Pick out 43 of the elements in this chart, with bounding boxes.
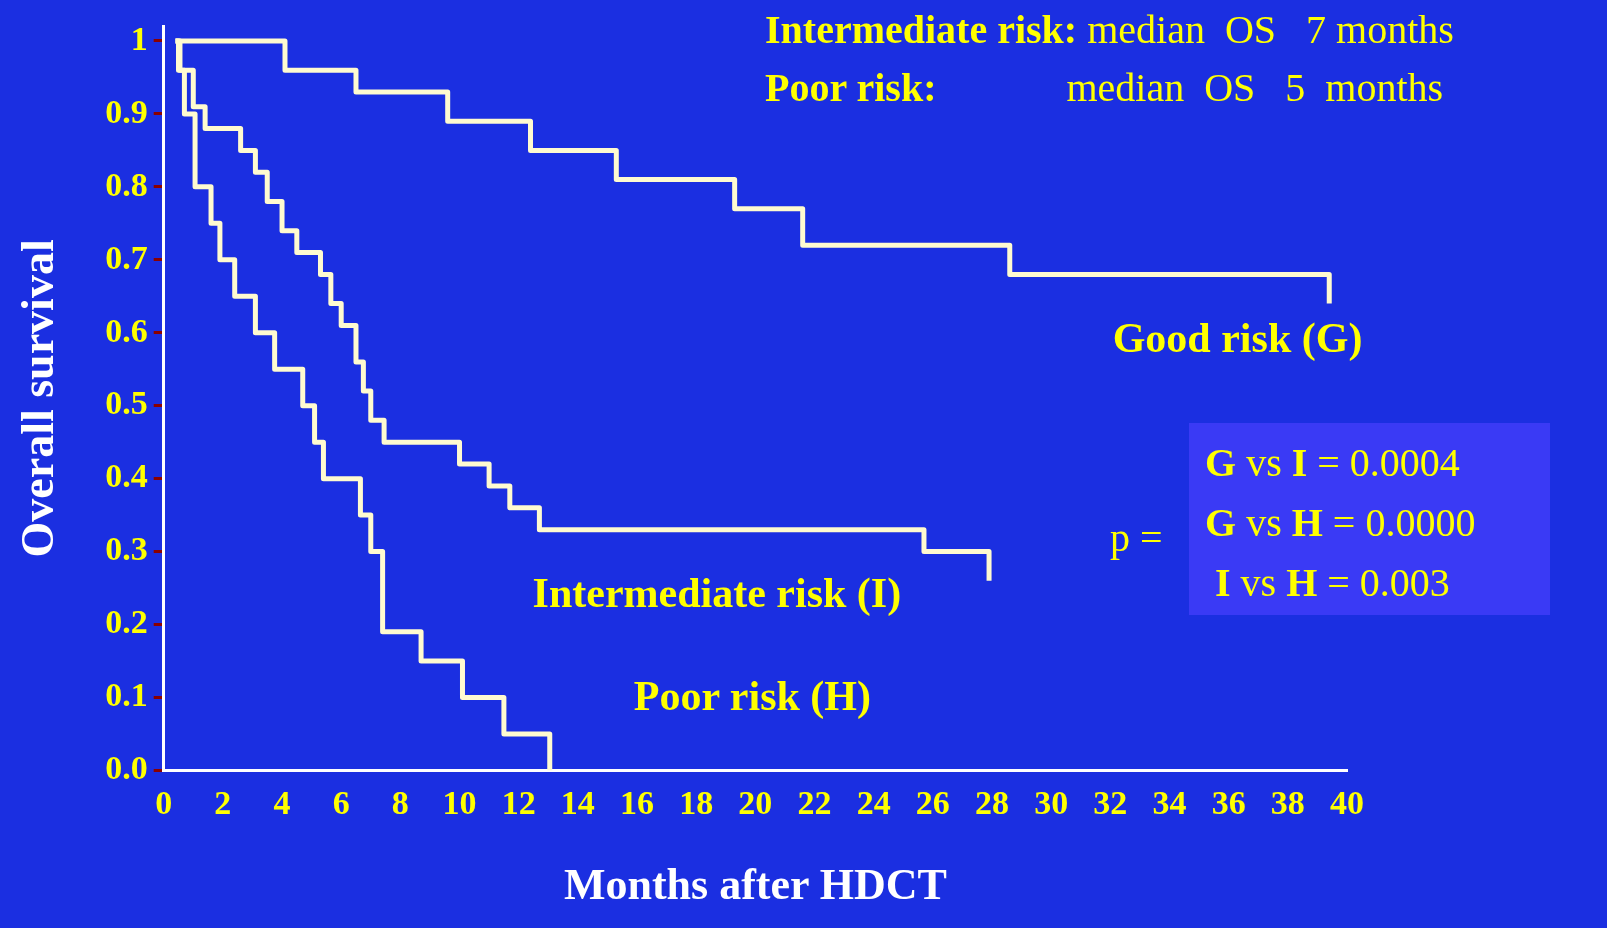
y-axis-title: Overall survival — [12, 239, 64, 558]
y-tick-label: 0.4 — [105, 457, 148, 495]
x-axis-title: Months after HDCT — [563, 859, 947, 909]
x-tick-label: 0 — [155, 783, 173, 821]
x-tick-label: 14 — [560, 783, 595, 821]
y-tick-label: 0.3 — [105, 530, 148, 568]
y-tick-label: 0.6 — [105, 311, 148, 349]
series-label: Intermediate risk (I) — [532, 569, 902, 617]
x-tick-label: 22 — [797, 783, 832, 821]
x-tick-label: 40 — [1330, 783, 1364, 821]
x-tick-label: 32 — [1093, 783, 1128, 821]
x-tick-label: 36 — [1211, 783, 1246, 821]
y-tick-label: 0.9 — [105, 92, 148, 130]
x-tick-label: 24 — [856, 783, 891, 821]
annotation: G vs I = 0.0004 — [1205, 440, 1460, 485]
y-tick-label: 0.8 — [105, 165, 148, 203]
x-tick-label: 4 — [273, 783, 291, 821]
y-tick-label: 0.2 — [105, 603, 148, 641]
annotation: Intermediate risk: median OS 7 months — [765, 7, 1454, 52]
x-tick-label: 10 — [442, 783, 477, 821]
series-label: Good risk (G) — [1112, 315, 1363, 363]
x-tick-label: 34 — [1152, 783, 1187, 821]
text: Poor risk (H) — [633, 673, 871, 721]
x-tick-label: 18 — [679, 783, 714, 821]
x-tick-label: 26 — [915, 783, 950, 821]
y-tick-label: 0.0 — [105, 749, 148, 787]
x-tick-label: 6 — [332, 783, 350, 821]
x-tick-label: 8 — [391, 783, 409, 821]
annotation: I vs H = 0.003 — [1214, 560, 1450, 605]
x-tick-label: 2 — [214, 783, 232, 821]
x-tick-label: 20 — [738, 783, 773, 821]
y-tick-label: 0.5 — [105, 384, 148, 422]
y-tick-label: 0.7 — [105, 238, 148, 276]
x-tick-label: 12 — [501, 783, 536, 821]
y-tick-label: 1 — [130, 19, 148, 57]
x-tick-label: 28 — [975, 783, 1010, 821]
x-tick-label: 38 — [1270, 783, 1305, 821]
y-tick-label: 0.1 — [105, 676, 148, 714]
x-tick-label: 30 — [1034, 783, 1069, 821]
text: Poor risk: median OS 5 months — [765, 65, 1444, 110]
annotation: p = — [1110, 515, 1163, 560]
annotation: G vs H = 0.0000 — [1205, 500, 1476, 545]
x-tick-label: 16 — [620, 783, 655, 821]
